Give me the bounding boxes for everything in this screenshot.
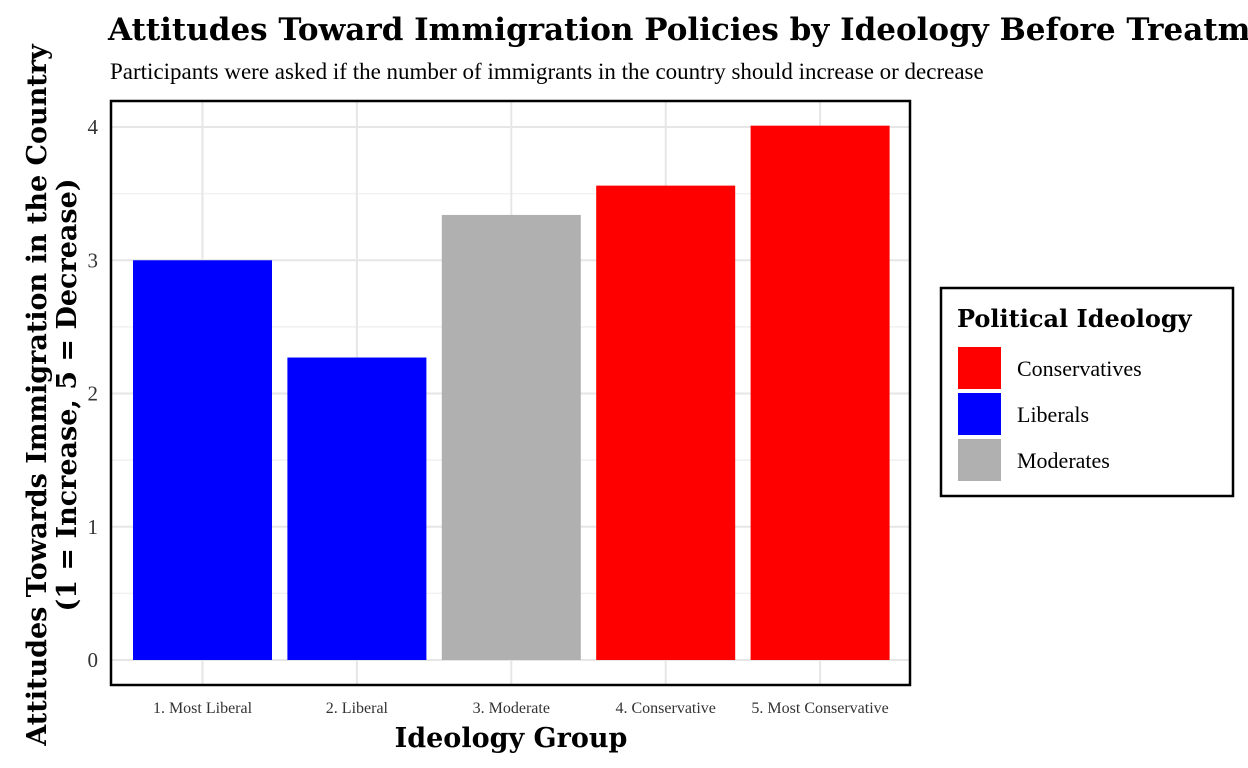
y-axis-title-line2: (1 = Increase, 5 = Decrease) bbox=[52, 178, 83, 611]
y-tick-label: 1 bbox=[88, 515, 99, 539]
bar bbox=[287, 357, 427, 660]
x-axis-title: Ideology Group bbox=[395, 723, 628, 754]
y-tick-label: 2 bbox=[88, 382, 99, 406]
y-tick-label: 0 bbox=[88, 648, 99, 672]
x-tick-label: 5. Most Conservative bbox=[751, 700, 888, 717]
x-tick-label: 4. Conservative bbox=[615, 700, 715, 717]
x-tick-label: 3. Moderate bbox=[473, 700, 550, 717]
legend-label: Conservatives bbox=[1017, 356, 1142, 381]
chart-title: Attitudes Toward Immigration Policies by… bbox=[107, 12, 1248, 48]
y-tick-label: 3 bbox=[88, 248, 99, 272]
y-axis-title-line1: Attitudes Towards Immigration in the Cou… bbox=[22, 43, 53, 747]
plot-panel-border bbox=[109, 99, 912, 687]
legend-entries: Conservatives Liberals Moderates bbox=[958, 347, 1142, 481]
legend-label: Moderates bbox=[1017, 448, 1110, 473]
bar bbox=[596, 185, 736, 660]
legend-swatch bbox=[958, 439, 1001, 481]
x-tick-labels: 1. Most Liberal 2. Liberal 3. Moderate 4. C… bbox=[153, 700, 889, 717]
legend-title: Political Ideology bbox=[957, 304, 1193, 333]
legend-label: Liberals bbox=[1017, 402, 1089, 427]
y-tick-labels: 0 1 2 3 4 bbox=[88, 115, 99, 672]
legend-swatch bbox=[958, 393, 1001, 435]
legend: Political Ideology Conservatives Liberals… bbox=[939, 286, 1235, 498]
y-axis-title: Attitudes Towards Immigration in the Cou… bbox=[22, 43, 83, 747]
x-tick-label: 2. Liberal bbox=[326, 700, 389, 717]
x-tick-label: 1. Most Liberal bbox=[153, 700, 253, 717]
bar bbox=[133, 260, 272, 660]
chart-subtitle: Participants were asked if the number of… bbox=[110, 59, 984, 84]
bar bbox=[750, 125, 890, 661]
legend-swatch bbox=[958, 347, 1001, 389]
bar bbox=[441, 214, 581, 660]
y-tick-label: 4 bbox=[88, 115, 99, 139]
bars bbox=[133, 125, 890, 661]
